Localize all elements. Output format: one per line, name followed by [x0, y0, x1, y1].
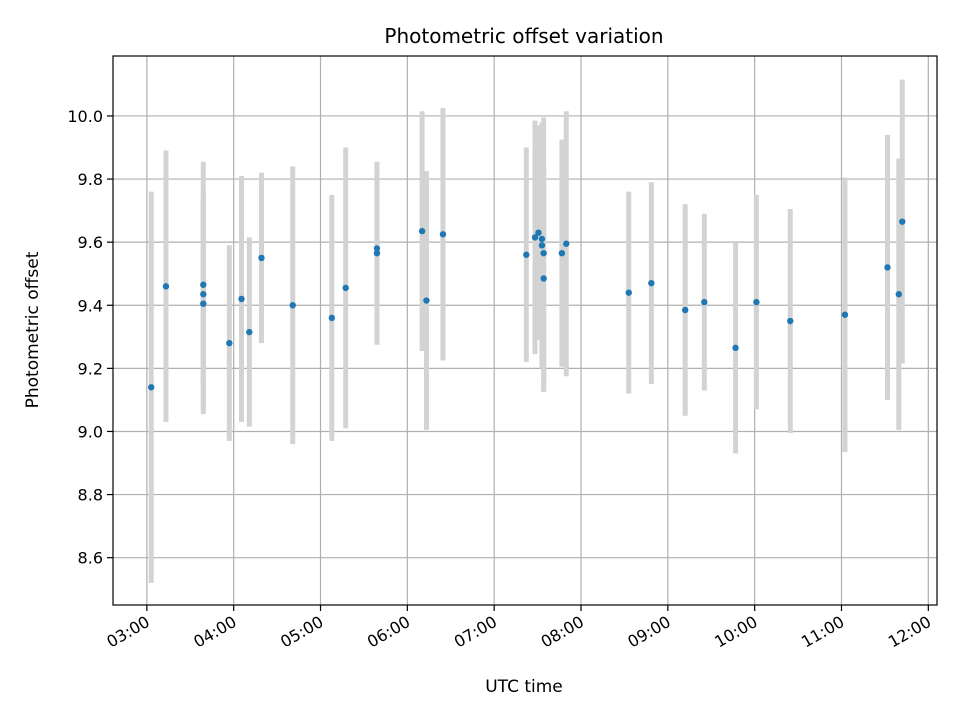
- y-tick-label: 9.6: [78, 233, 103, 252]
- data-point: [535, 229, 542, 236]
- data-point: [148, 384, 155, 391]
- data-point: [373, 245, 381, 252]
- data-point: [162, 283, 170, 290]
- y-tick-label: 8.8: [78, 486, 103, 505]
- y-tick-label: 9.4: [78, 296, 103, 315]
- data-point: [884, 264, 891, 271]
- data-point: [540, 275, 547, 282]
- data-point: [538, 242, 546, 249]
- data-point: [701, 298, 708, 306]
- data-point: [439, 231, 447, 238]
- data-point: [342, 284, 349, 292]
- data-point: [558, 249, 566, 257]
- data-point: [246, 328, 253, 336]
- data-point: [418, 227, 426, 235]
- y-tick-label: 10.0: [67, 107, 103, 126]
- data-point: [563, 240, 570, 247]
- data-point: [238, 295, 245, 303]
- data-point: [787, 317, 794, 325]
- y-tick-label: 9.2: [78, 359, 103, 378]
- y-tick-label: 9.8: [78, 170, 103, 189]
- data-point: [328, 314, 336, 322]
- data-point: [899, 218, 906, 225]
- plot-frame: [112, 55, 938, 606]
- data-point: [540, 249, 547, 257]
- data-point: [226, 339, 233, 347]
- data-point: [531, 234, 539, 241]
- data-point: [625, 289, 632, 296]
- data-point: [841, 311, 849, 318]
- data-point: [681, 306, 689, 314]
- y-axis-ticks: 8.6 8.8 9.0 9.2 9.4 9.6 9.8 10.0: [67, 107, 113, 568]
- y-tick-label: 8.6: [78, 549, 103, 568]
- data-point: [200, 291, 207, 298]
- data-point: [373, 249, 381, 257]
- y-axis-label: Photometric offset: [23, 251, 43, 408]
- data-point: [200, 300, 207, 307]
- data-point: [423, 297, 430, 304]
- data-point: [289, 302, 296, 309]
- data-point: [258, 254, 265, 262]
- data-point: [732, 344, 739, 352]
- chart-title: Photometric offset variation: [384, 24, 663, 48]
- y-tick-label: 9.0: [78, 422, 103, 441]
- data-point: [200, 281, 207, 288]
- x-axis-label: UTC time: [485, 677, 563, 697]
- data-point: [523, 251, 530, 258]
- data-point: [753, 298, 760, 306]
- data-point: [895, 291, 902, 298]
- data-point: [538, 235, 546, 243]
- data-points: [148, 218, 906, 391]
- data-point: [648, 279, 655, 287]
